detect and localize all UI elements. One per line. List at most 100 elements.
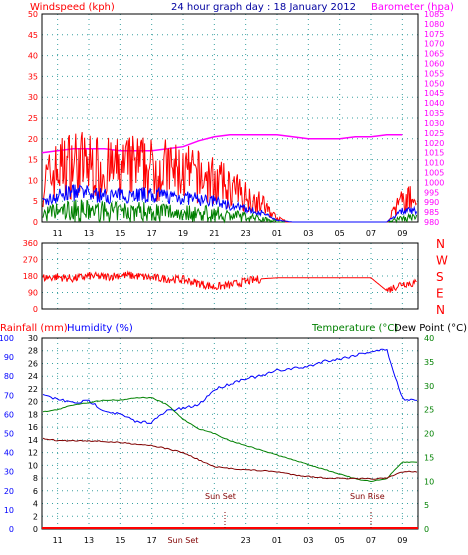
rainfall-y-tick: 26 (28, 359, 38, 368)
wind-x-axis: 11 13 15 17 19 21 23 01 03 05 07 09 (53, 229, 408, 238)
direction-y-tick: 0 (33, 305, 38, 314)
barometer-y-tick: 1000 (424, 178, 444, 187)
average-wind-line (42, 199, 418, 224)
barometer-y-tick: 1070 (424, 40, 444, 49)
temperature-y-tick: 40 (424, 334, 434, 343)
direction-panel-frame (41, 242, 419, 310)
rainfall-y-tick: 10 (28, 461, 38, 470)
direction-y-tick: 360 (23, 239, 38, 248)
temperature-y-tick: 10 (424, 477, 434, 486)
barometer-y-tick: 990 (424, 198, 439, 207)
wind-y-tick: 25 (28, 114, 38, 123)
humidity-y-tick: 90 (4, 353, 14, 362)
rainfall-axis-label: Rainfall (mm) (0, 323, 68, 334)
rainfall-y-tick: 28 (28, 347, 38, 356)
gust-line (42, 184, 418, 223)
rainfall-y-tick: 24 (28, 372, 38, 381)
rainfall-y-tick: 4 (33, 500, 38, 509)
barometer-axis-label: Barometer (hpa) (371, 2, 454, 13)
dewpoint-line (42, 437, 418, 480)
humidity-y-tick: 20 (4, 487, 14, 496)
temperature-axis-label: Temperature (°C) (311, 323, 398, 334)
barometer-y-axis: 9809859909951000100510101015102010251030… (424, 10, 444, 227)
temperature-y-tick: 30 (424, 382, 434, 391)
barometer-y-tick: 1025 (424, 129, 444, 138)
wind-x-tick: 07 (366, 229, 376, 238)
wind-panel-frame (41, 13, 419, 223)
climate-x-tick: 01 (272, 536, 282, 545)
climate-x-tick: 11 (53, 536, 63, 545)
wind-y-tick: 45 (28, 31, 38, 40)
compass-label: E (436, 287, 444, 301)
temperature-y-tick: 35 (424, 358, 434, 367)
compass-label: N (436, 303, 445, 317)
rainfall-y-tick: 8 (33, 474, 38, 483)
barometer-y-tick: 1035 (424, 109, 444, 118)
direction-y-tick: 180 (23, 272, 38, 281)
barometer-y-tick: 1075 (424, 30, 444, 39)
barometer-y-tick: 1010 (424, 159, 444, 168)
wind-y-axis: 0 5 10 15 20 25 30 35 40 45 50 (28, 10, 38, 227)
humidity-y-tick: 70 (4, 391, 14, 400)
rainfall-y-tick: 0 (33, 525, 38, 534)
climate-x-tick: 23 (241, 536, 251, 545)
rainfall-y-tick: 2 (33, 512, 38, 521)
wind-y-tick: 0 (33, 218, 38, 227)
rainfall-y-tick: 22 (28, 385, 38, 394)
wind-y-tick: 35 (28, 72, 38, 81)
rainfall-y-tick: 16 (28, 423, 38, 432)
windspeed-axis-label: Windspeed (kph) (30, 2, 115, 13)
temperature-y-tick: 20 (424, 430, 434, 439)
barometer-y-tick: 1060 (424, 60, 444, 69)
barometer-y-tick: 995 (424, 188, 439, 197)
barometer-line (41, 134, 403, 154)
wind-x-tick: 13 (84, 229, 94, 238)
humidity-line (42, 348, 418, 425)
wind-y-tick: 10 (28, 176, 38, 185)
temperature-y-tick: 5 (424, 501, 429, 510)
humidity-y-tick: 0 (9, 525, 14, 534)
wind-x-tick: 17 (147, 229, 157, 238)
direction-y-tick: 270 (23, 256, 38, 265)
barometer-y-tick: 1080 (424, 20, 444, 29)
temperature-y-tick: 25 (424, 406, 434, 415)
barometer-y-tick: 1020 (424, 139, 444, 148)
sunset-label: Sun Set (205, 492, 236, 501)
rainfall-y-tick: 30 (28, 334, 38, 343)
direction-line (42, 270, 417, 293)
humidity-axis-label: Humidity (%) (67, 323, 133, 334)
humidity-y-tick: 40 (4, 449, 14, 458)
barometer-y-tick: 980 (424, 218, 439, 227)
climate-x-tick: 17 (147, 536, 157, 545)
humidity-y-tick: 30 (4, 468, 14, 477)
compass-label: W (436, 254, 448, 268)
wind-x-tick: 15 (115, 229, 125, 238)
wind-y-tick: 40 (28, 52, 38, 61)
wind-y-tick: 30 (28, 93, 38, 102)
wind-y-tick: 50 (28, 10, 38, 19)
rainfall-y-tick: 18 (28, 410, 38, 419)
wind-y-tick: 20 (28, 135, 38, 144)
humidity-y-tick: 10 (4, 506, 14, 515)
climate-x-tick: 13 (84, 536, 94, 545)
barometer-y-tick: 1005 (424, 168, 444, 177)
humidity-y-tick: 60 (4, 410, 14, 419)
direction-y-tick: 90 (28, 289, 38, 298)
temperature-y-tick: 0 (424, 525, 429, 534)
climate-x-tick: 09 (397, 536, 407, 545)
wind-y-tick: 15 (28, 156, 38, 165)
climate-x-axis: 11 13 15 17 Sun Set 23 01 03 05 07 09 (53, 536, 408, 545)
compass-label: N (436, 237, 445, 251)
wind-x-tick: 19 (178, 229, 188, 238)
climate-x-tick: 05 (335, 536, 345, 545)
wind-x-tick: 11 (53, 229, 63, 238)
direction-series (42, 270, 417, 293)
rainfall-y-tick: 12 (28, 449, 38, 458)
humidity-y-axis: 0 10 20 30 40 50 60 70 80 90 100 (0, 334, 14, 534)
compass-label: S (436, 270, 444, 284)
barometer-y-tick: 1085 (424, 10, 444, 19)
rainfall-y-tick: 14 (28, 436, 38, 445)
